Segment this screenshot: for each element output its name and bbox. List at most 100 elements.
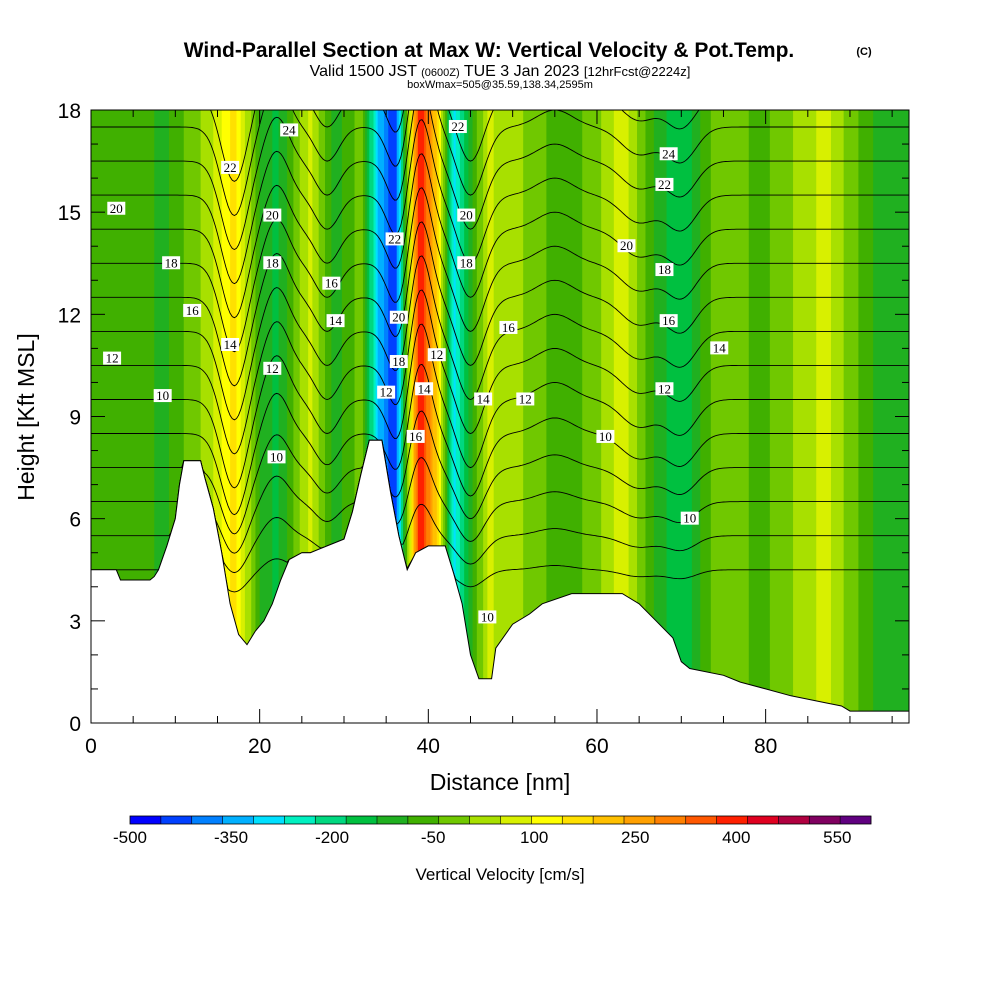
contour-label: 18: [457, 255, 476, 270]
velocity-cell: [771, 110, 775, 723]
velocity-cell: [329, 110, 332, 723]
velocity-cell: [674, 110, 678, 723]
velocity-cell: [369, 110, 372, 723]
velocity-cell: [194, 110, 198, 723]
velocity-cell: [472, 110, 476, 723]
velocity-cell: [826, 110, 830, 723]
velocity-cell: [150, 110, 153, 723]
velocity-cell: [215, 110, 219, 723]
velocity-cell: [736, 110, 739, 723]
contour-label-bg: [183, 303, 202, 317]
colorbar-swatch: [654, 816, 687, 824]
velocity-cell: [398, 110, 402, 723]
velocity-cell: [314, 110, 318, 723]
velocity-cell: [892, 110, 895, 723]
y-tick-label: 9: [69, 407, 81, 430]
velocity-cell: [580, 110, 583, 723]
velocity-cell: [346, 110, 349, 723]
theta-contour: [91, 410, 909, 535]
velocity-cell: [881, 110, 885, 723]
colorbar-swatch: [531, 816, 563, 824]
velocity-cell: [592, 110, 596, 723]
velocity-cell: [179, 110, 183, 723]
velocity-cell: [331, 110, 335, 723]
velocity-cell: [474, 110, 478, 723]
contour-label: 14: [221, 337, 240, 352]
velocity-cell: [611, 110, 615, 723]
velocity-cell: [618, 110, 621, 723]
velocity-cell: [561, 110, 564, 723]
velocity-cell: [559, 110, 562, 723]
colorbar-swatch: [840, 816, 872, 824]
contour-label-text: 22: [451, 119, 464, 134]
velocity-cell: [824, 110, 828, 723]
velocity-cell: [830, 110, 834, 723]
velocity-cell: [858, 110, 862, 723]
velocity-cell: [662, 110, 666, 723]
contour-label-text: 10: [683, 511, 696, 526]
velocity-cell: [877, 110, 881, 723]
contour-label-text: 12: [266, 361, 279, 376]
velocity-cell: [721, 110, 725, 723]
velocity-cell: [419, 110, 423, 723]
velocity-cell: [428, 110, 432, 723]
contour-label: 12: [427, 347, 446, 362]
velocity-cell: [234, 110, 238, 723]
velocity-cell: [670, 110, 674, 723]
contour-label-text: 12: [380, 385, 393, 400]
velocity-cell: [303, 110, 307, 723]
velocity-cell: [731, 110, 735, 723]
velocity-cell: [719, 110, 722, 723]
velocity-cell: [293, 110, 297, 723]
contour-label-bg: [655, 263, 674, 277]
velocity-cell: [698, 110, 701, 723]
velocity-cell: [717, 110, 720, 723]
velocity-cell: [299, 110, 303, 723]
velocity-cell: [540, 110, 543, 723]
velocity-cell: [660, 110, 663, 723]
velocity-cell: [495, 110, 499, 723]
contour-label-text: 10: [156, 388, 169, 403]
velocity-cell: [518, 110, 522, 723]
velocity-cell: [765, 110, 769, 723]
velocity-cell: [320, 110, 324, 723]
velocity-cell: [628, 110, 632, 723]
velocity-cell: [575, 110, 579, 723]
velocity-cell: [120, 110, 124, 723]
y-tick-label: 3: [69, 611, 81, 634]
velocity-cell: [297, 110, 301, 723]
velocity-cell: [377, 110, 381, 723]
contour-label-bg: [389, 310, 408, 324]
contour-label: 20: [617, 238, 636, 253]
contour-label-text: 24: [662, 146, 676, 161]
velocity-cell: [668, 110, 672, 723]
colorbar-swatch: [747, 816, 779, 824]
velocity-cell: [582, 110, 585, 723]
velocity-cell: [352, 110, 356, 723]
y-axis-label: Height [Kft MSL]: [13, 333, 39, 500]
velocity-cell: [759, 110, 763, 723]
velocity-cell: [310, 110, 313, 723]
velocity-cell: [658, 110, 661, 723]
contour-label-bg: [680, 511, 699, 525]
velocity-cell: [228, 110, 231, 723]
subtitle-date: TUE 3 Jan 2023: [464, 63, 580, 80]
colorbar-swatch: [160, 816, 193, 824]
velocity-cell: [632, 110, 636, 723]
velocity-cell: [451, 110, 455, 723]
velocity-cell: [350, 110, 354, 723]
contour-label-bg: [263, 361, 282, 375]
velocity-cell: [774, 110, 777, 723]
velocity-cell: [175, 110, 179, 723]
velocity-cell: [196, 110, 200, 723]
velocity-cell: [289, 110, 292, 723]
velocity-cell: [261, 110, 265, 723]
velocity-cell: [529, 110, 533, 723]
velocity-cell: [371, 110, 375, 723]
velocity-cell: [118, 110, 122, 723]
velocity-cell: [552, 110, 556, 723]
velocity-cell: [786, 110, 790, 723]
velocity-cell: [590, 110, 594, 723]
x-tick-label: 80: [754, 735, 777, 758]
velocity-cell: [327, 110, 330, 723]
